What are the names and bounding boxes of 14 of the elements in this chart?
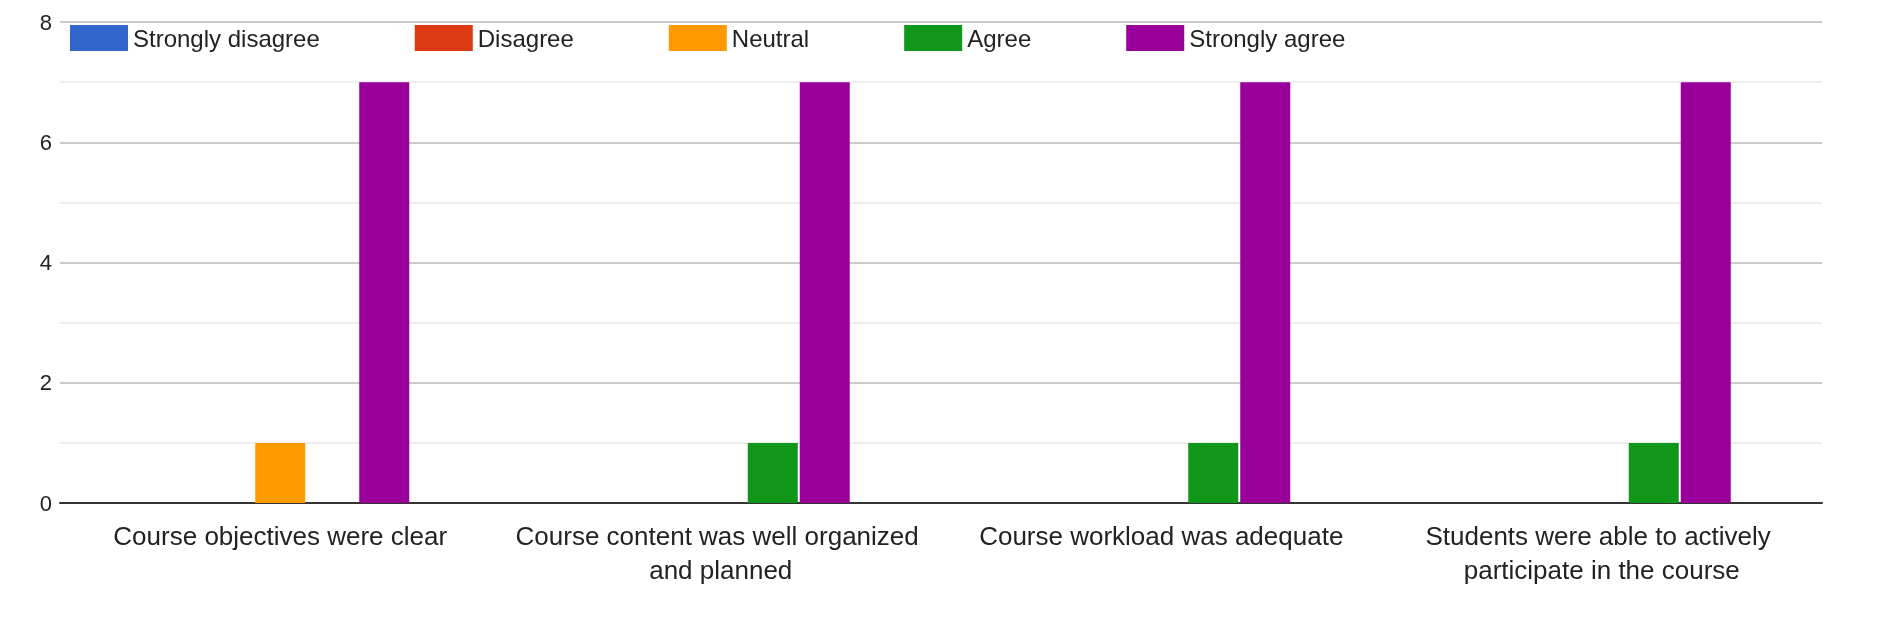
- y-tick-label: 0: [39, 490, 52, 516]
- x-tick-label: Course workload was adequate: [979, 521, 1344, 551]
- x-tick-label: Course objectives were clear: [113, 521, 448, 551]
- y-tick-label: 6: [39, 129, 52, 155]
- y-tick-label: 4: [39, 250, 52, 275]
- x-tick-label: Course content was well organized and planned: [515, 521, 926, 585]
- legend-label: Disagree: [477, 24, 574, 52]
- legend-label: Strongly agree: [1189, 24, 1346, 52]
- x-tick-label: Students were able to actively participate in the course: [1425, 521, 1779, 585]
- y-tick-label: 8: [39, 9, 52, 35]
- legend-label: Strongly disagree: [133, 24, 320, 52]
- legend-label: Neutral: [731, 24, 810, 52]
- legend-label: Agree: [967, 24, 1032, 52]
- y-tick-label: 2: [39, 370, 52, 396]
